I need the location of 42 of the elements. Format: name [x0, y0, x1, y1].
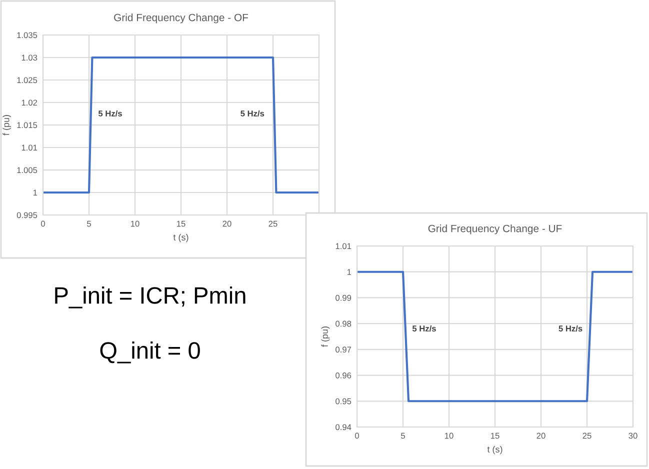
y-tick-label: 0.99 [336, 294, 352, 301]
annotation: 5 Hz/s [98, 110, 122, 117]
text: P_init = ICR; Pmin [55, 286, 246, 308]
x-tick-label: 15 [491, 432, 500, 439]
y-tick-label: 0.98 [336, 320, 352, 327]
y-axis-title: f (pu) [321, 326, 330, 347]
x-tick-label: 25 [268, 220, 278, 227]
y-tick-label: 1.035 [17, 32, 38, 38]
x-tick-label: 30 [628, 432, 638, 439]
x-tick-label: 0 [355, 432, 359, 439]
annotation: 5 Hz/s [240, 110, 264, 117]
y-tick-label: 1.005 [17, 167, 38, 174]
x-tick-label: 10 [445, 432, 454, 439]
y-tick-label: 0.97 [336, 346, 352, 353]
y-tick-label: 1.01 [22, 144, 38, 151]
x-tick-label: 5 [401, 432, 405, 439]
x-tick-label: 15 [177, 220, 186, 227]
chart-title: Grid Frequency Change - OF [114, 14, 248, 24]
x-axis-title: t (s) [487, 446, 502, 454]
x-tick-label: 0 [41, 220, 45, 227]
chart-title: Grid Frequency Change - UF [428, 224, 562, 234]
y-tick-label: 1 [347, 269, 352, 275]
y-tick-label: 1.02 [22, 100, 38, 106]
text: Q_init = 0 [100, 341, 200, 364]
y-tick-label: 1.01 [336, 243, 352, 250]
y-tick-label: 1.03 [22, 54, 38, 61]
y-tick-label: 1.015 [17, 122, 38, 128]
x-tick-label: 20 [536, 432, 546, 439]
x-tick-label: 5 [87, 220, 91, 227]
y-tick-label: 0.94 [336, 424, 352, 430]
annotation: 5 Hz/s [558, 325, 582, 332]
y-tick-label: 0.995 [16, 212, 38, 218]
x-tick-label: 10 [131, 220, 140, 227]
y-axis-title: f (pu) [2, 115, 12, 136]
x-tick-label: 20 [222, 220, 232, 227]
x-axis-title: t (s) [173, 234, 188, 242]
y-tick-label: 0.96 [336, 372, 352, 378]
y-tick-label: 1 [33, 190, 38, 196]
x-tick-label: 25 [582, 432, 592, 439]
y-tick-label: 0.95 [336, 398, 352, 404]
y-tick-label: 1.025 [17, 77, 38, 84]
annotation: 5 Hz/s [412, 325, 436, 332]
